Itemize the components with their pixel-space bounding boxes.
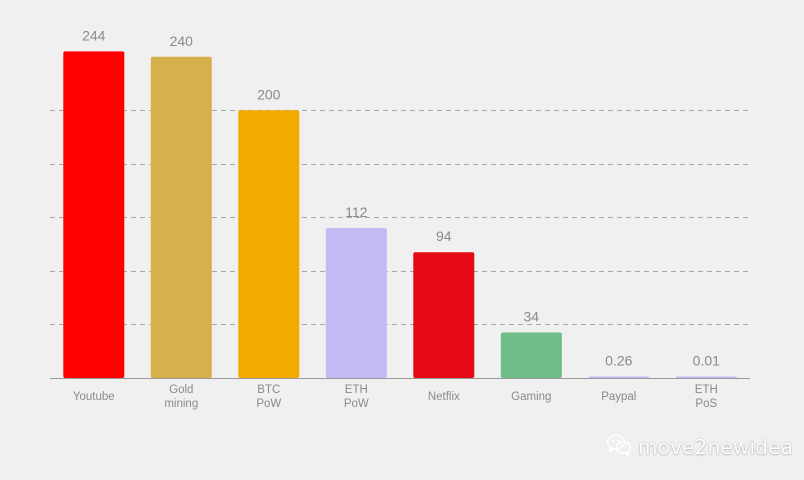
- bar: [413, 252, 475, 378]
- x-tick-label: Netflix: [428, 391, 460, 403]
- watermark-text: move2newidea: [638, 435, 794, 459]
- x-tick-labels: Youtube Gold mining BTC PoW ETH PoW Netflix Gami…: [73, 384, 718, 410]
- x-tick-label: ETH PoS: [695, 384, 718, 410]
- bar: [500, 332, 562, 378]
- data-label: 94: [436, 228, 452, 244]
- x-tick-label: Paypal: [601, 391, 636, 403]
- data-label: 244: [82, 27, 106, 43]
- data-label: 240: [170, 33, 194, 49]
- bars: [63, 51, 737, 379]
- bar: [150, 56, 212, 379]
- value-labels: 244 240 200 112 94 34 0.26 0.01: [82, 27, 720, 368]
- wechat-icon: [606, 434, 632, 459]
- data-label: 0.26: [605, 353, 632, 369]
- data-label: 34: [524, 309, 540, 325]
- watermark: move2newidea: [606, 433, 793, 461]
- x-tick-label: Gold mining: [164, 384, 198, 410]
- bar: [63, 51, 125, 379]
- x-tick-label: ETH PoW: [344, 384, 369, 410]
- bar: [588, 376, 650, 378]
- bar: [325, 228, 387, 378]
- x-tick-label: Youtube: [73, 391, 115, 403]
- data-label: 0.01: [693, 353, 720, 369]
- bar: [238, 110, 300, 379]
- data-label: 200: [257, 86, 281, 102]
- x-tick-label: BTC PoW: [256, 384, 281, 410]
- bar: [675, 376, 737, 378]
- data-label: 112: [345, 204, 368, 220]
- x-tick-label: Gaming: [511, 391, 551, 403]
